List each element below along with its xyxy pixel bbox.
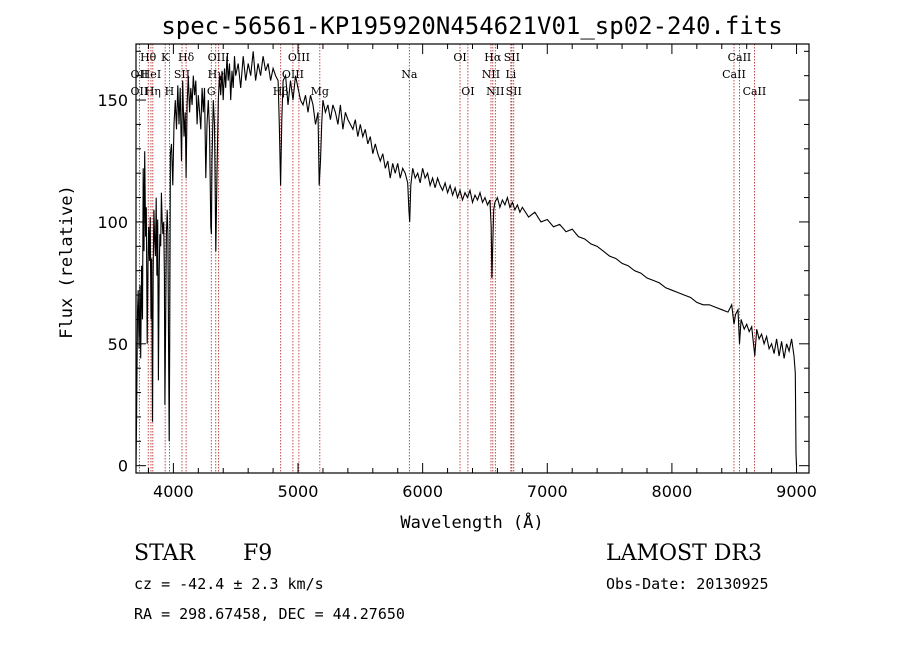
- line-marker-label: H: [165, 85, 175, 98]
- line-marker-label: OI: [453, 51, 466, 64]
- line-marker-label: K: [161, 51, 170, 64]
- line-marker-label: Li: [505, 68, 516, 81]
- x-axis-ticks: 4000 5000 6000 7000 8000 9000: [147, 44, 817, 501]
- x-tick-label: 9000: [776, 482, 817, 501]
- line-marker-label: Hβ: [273, 85, 289, 98]
- line-marker-label: NII: [486, 85, 504, 98]
- line-marker-label: Hδ: [178, 51, 195, 64]
- y-tick-label: 150: [97, 91, 128, 110]
- line-marker-label: G: [207, 85, 216, 98]
- line-marker-label: Na: [401, 68, 418, 81]
- line-marker-label: OIII: [288, 51, 310, 64]
- line-marker-label: HeI: [141, 68, 161, 81]
- y-tick-label: 100: [97, 213, 128, 232]
- line-marker-label: Mg: [311, 85, 329, 98]
- observation-date: Obs-Date: 20130925: [606, 575, 769, 593]
- line-marker-label: CaII: [728, 51, 752, 64]
- redshift-velocity: cz = -42.4 ± 2.3 km/s: [134, 575, 324, 593]
- line-marker-label: OII: [131, 68, 149, 81]
- y-tick-label: 0: [118, 457, 128, 476]
- line-markers: [138, 44, 755, 473]
- line-marker-label: OI: [461, 85, 474, 98]
- line-marker-label: Hη: [145, 85, 161, 98]
- x-tick-label: 7000: [527, 482, 568, 501]
- y-axis-label: Flux (relative): [57, 185, 77, 339]
- line-marker-label: OII: [131, 85, 149, 98]
- plot-frame: [135, 43, 810, 474]
- y-tick-label: 50: [108, 335, 128, 354]
- x-tick-label: 4000: [153, 482, 194, 501]
- line-marker-label: OIII: [282, 68, 304, 81]
- line-marker-label: NII: [482, 68, 500, 81]
- line-marker-label: CaII: [722, 68, 746, 81]
- object-class: STAR: [134, 541, 196, 566]
- object-subclass: F9: [243, 541, 272, 566]
- line-marker-label: SII: [506, 85, 522, 98]
- y-axis-ticks: 0 50 100 150: [97, 50, 809, 476]
- spectrum-line: [135, 51, 798, 466]
- coordinates: RA = 298.67458, DEC = 44.27650: [134, 605, 405, 623]
- line-marker-label: Hα: [484, 51, 502, 64]
- x-tick-label: 8000: [652, 482, 693, 501]
- line-marker-label: Hθ: [140, 51, 157, 64]
- line-marker-label: SII: [174, 68, 190, 81]
- x-axis-label: Wavelength (Å): [400, 511, 543, 533]
- chart-title: spec-56561-KP195920N454621V01_sp02-240.f…: [161, 12, 782, 40]
- line-marker-label: OIII: [208, 51, 230, 64]
- line-marker-label: SII: [504, 51, 520, 64]
- line-marker-label: CaII: [743, 85, 767, 98]
- x-tick-label: 6000: [402, 482, 443, 501]
- x-tick-label: 5000: [278, 482, 319, 501]
- survey-name: LAMOST DR3: [606, 541, 762, 566]
